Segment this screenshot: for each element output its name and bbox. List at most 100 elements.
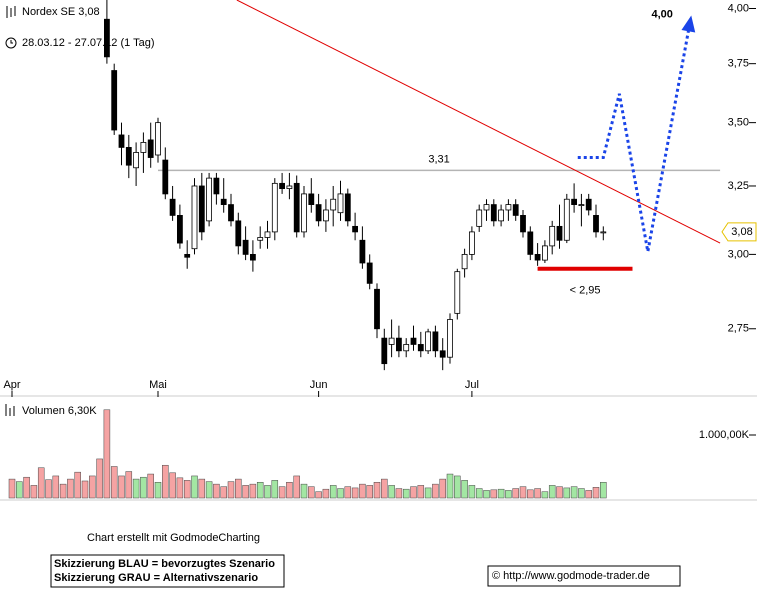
volume-bar — [337, 488, 344, 499]
candle-body — [593, 215, 599, 233]
candle-body — [147, 139, 154, 158]
volume-bar — [147, 473, 154, 499]
candle-body — [140, 142, 147, 153]
volume-bar — [512, 488, 519, 499]
volume-bar — [52, 475, 60, 499]
x-tick-label: Mai — [149, 379, 167, 391]
volume-bar — [67, 478, 74, 499]
volume-bar — [381, 478, 388, 499]
candle-body — [600, 231, 607, 234]
candle-body — [125, 147, 132, 166]
candle-body — [301, 193, 307, 233]
price-tag-label: 3,08 — [731, 226, 752, 238]
volume-bar — [176, 477, 184, 499]
x-tick-label: Apr — [3, 379, 20, 391]
volume-bar — [45, 479, 52, 499]
candle-body — [286, 185, 293, 190]
volume-bar — [592, 487, 600, 499]
volume-bar — [118, 475, 125, 499]
volume-bar — [96, 458, 103, 499]
volume-bar — [308, 486, 315, 499]
volume-bar — [315, 491, 322, 499]
candle-body — [257, 237, 264, 241]
candle-body — [432, 331, 439, 352]
candle-body — [330, 198, 337, 211]
volume-bar — [81, 480, 89, 499]
volume-bar — [8, 478, 16, 499]
candle-body — [176, 215, 183, 244]
volume-bar — [300, 483, 308, 499]
candle-body — [395, 337, 402, 352]
candle-body — [249, 253, 256, 261]
candle-body — [133, 152, 140, 169]
candle-body — [571, 198, 577, 205]
volume-bar — [497, 488, 505, 499]
candle-body — [527, 231, 534, 255]
candle-icon — [6, 6, 16, 18]
volume-bar — [519, 486, 527, 499]
volume-bar — [454, 475, 461, 499]
candle-body — [111, 70, 118, 131]
volume-bar — [220, 486, 227, 499]
volume-icon — [5, 404, 15, 416]
source-box — [487, 565, 681, 587]
legend-text: Skizzierung GRAU = Alternativszenario — [54, 572, 258, 584]
candle-body — [534, 253, 541, 261]
candle-body — [155, 122, 161, 156]
volume-bar — [490, 489, 498, 499]
volume-bar — [16, 481, 23, 499]
volume-bar — [162, 464, 169, 499]
volume-bar — [578, 488, 585, 499]
candle-body — [220, 198, 227, 205]
candle-body — [410, 337, 417, 345]
candle-body — [213, 177, 220, 195]
volume-bar — [30, 485, 38, 499]
x-tick-label: Jul — [465, 379, 479, 391]
candle-body — [264, 231, 271, 238]
y-tick-label: 3,75 — [728, 58, 749, 70]
volume-bar — [570, 486, 578, 499]
volume-bar — [373, 481, 381, 499]
volume-bar — [125, 471, 133, 499]
candle-body — [578, 204, 585, 206]
candle-body — [563, 198, 570, 241]
volume-bar — [205, 481, 213, 499]
candle-body — [505, 204, 512, 211]
candle-body — [366, 262, 373, 284]
candle-body — [461, 253, 468, 270]
candle-body — [271, 182, 278, 233]
price-tag-box — [721, 222, 757, 242]
volume-bar — [37, 467, 45, 499]
volume-bar — [227, 481, 235, 499]
volume-bar — [483, 490, 490, 499]
volume-bar — [527, 489, 534, 499]
volume-bar — [191, 475, 198, 499]
candle-body — [447, 319, 453, 358]
candle-body — [490, 204, 497, 222]
candle-body — [184, 253, 191, 258]
candle-body — [542, 245, 548, 261]
chart-subtitle: 28.03.12 - 27.07.12 (1 Tag) — [22, 37, 155, 49]
candle-body — [344, 193, 351, 222]
candle-body — [308, 193, 315, 205]
candle-body — [104, 18, 110, 58]
volume-bar — [395, 488, 403, 499]
clock-hand — [10, 40, 13, 44]
volume-bar — [249, 483, 257, 499]
volume-bar — [235, 478, 242, 499]
candle-body — [198, 185, 205, 233]
volume-bar — [563, 487, 571, 499]
candle-body — [476, 209, 483, 227]
volume-bar — [74, 471, 81, 499]
y-tick-label: 2,75 — [728, 323, 749, 335]
volume-bar — [388, 485, 395, 499]
candle-body — [417, 344, 424, 352]
volume-bar — [110, 466, 118, 499]
volume-bar — [59, 483, 67, 499]
candle-body — [512, 204, 519, 216]
volume-bar — [432, 483, 439, 499]
x-tick-label: Jun — [310, 379, 328, 391]
volume-bar — [541, 491, 549, 499]
y-tick-label: 1.000,00K — [699, 429, 750, 441]
